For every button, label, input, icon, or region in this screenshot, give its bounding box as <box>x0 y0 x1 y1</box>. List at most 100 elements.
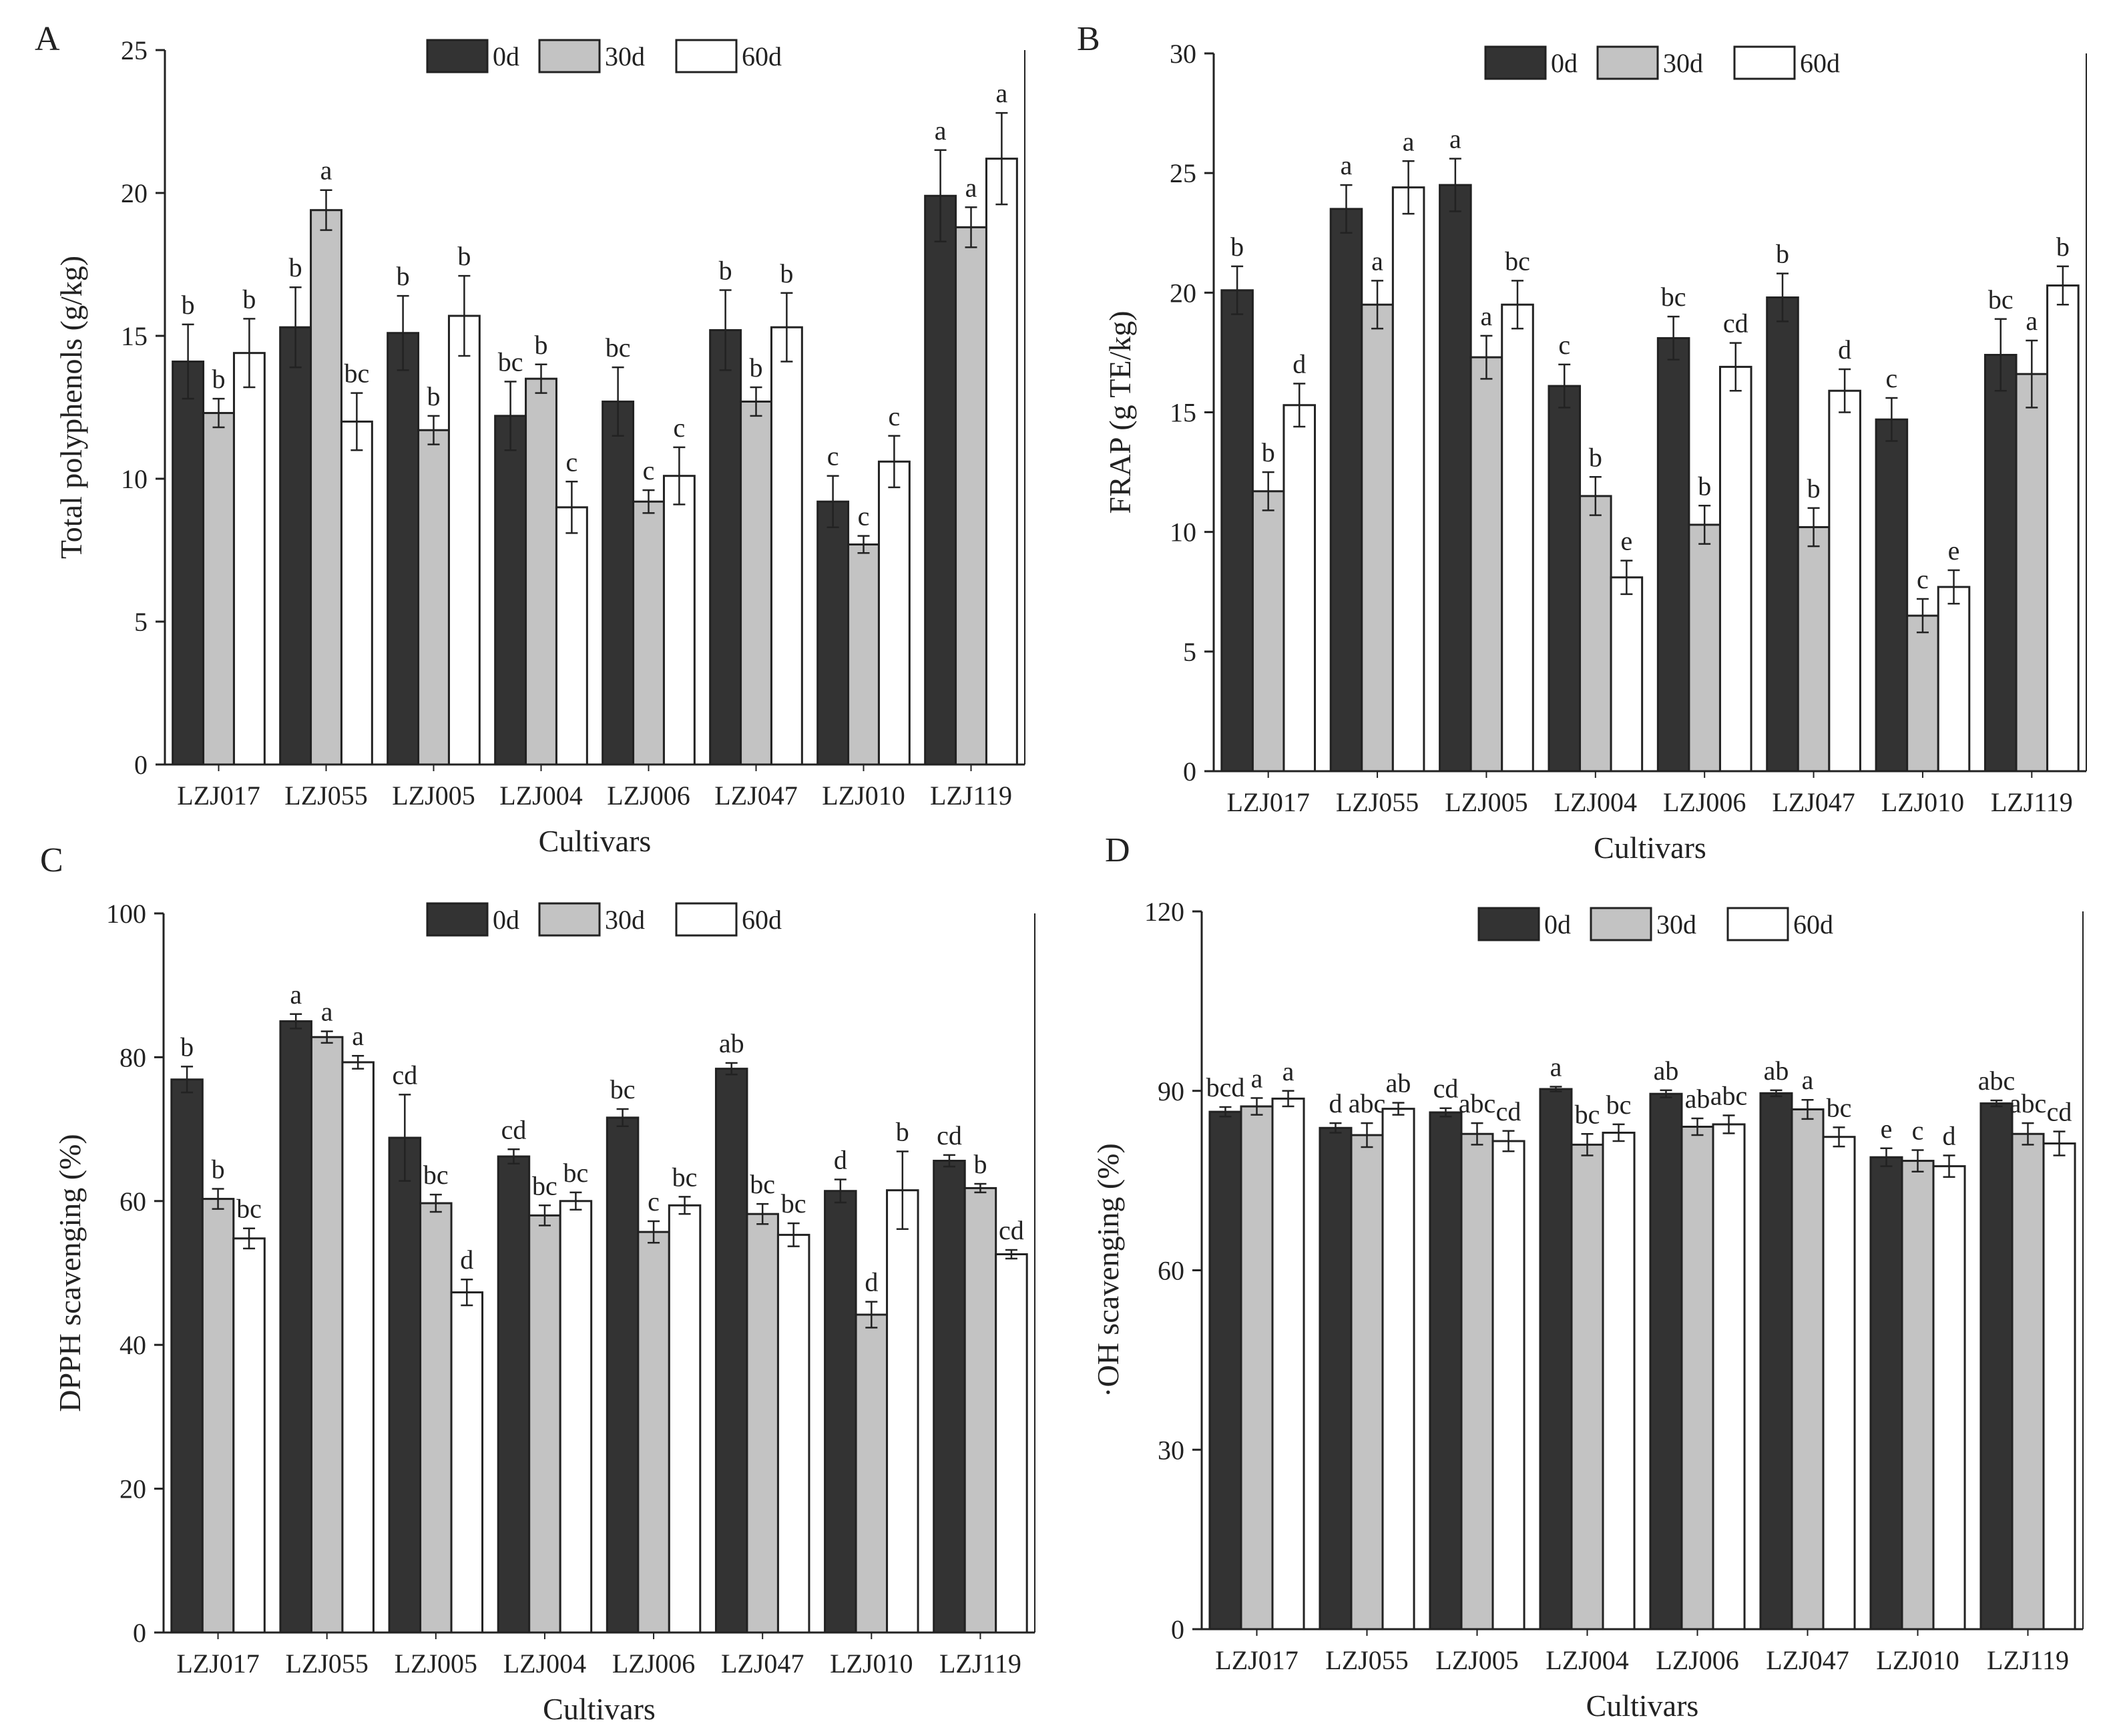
significance-letter: ab <box>719 1028 744 1058</box>
bar-30d-lzj119 <box>955 226 987 766</box>
bar-0d-lzj047 <box>1766 296 1799 773</box>
significance-letter: b <box>212 1154 225 1184</box>
panel-letter: D <box>1105 831 1130 869</box>
significance-letter: a <box>320 156 332 186</box>
significance-letter: b <box>750 353 763 383</box>
legend-swatch-0d <box>426 39 489 73</box>
legend-swatch-0d <box>1477 907 1540 941</box>
y-tick-label: 80 <box>120 1042 146 1072</box>
significance-letter: bc <box>498 347 523 377</box>
bar-60d-lzj005 <box>447 314 481 766</box>
bar-30d-lzj006 <box>632 500 665 766</box>
bar-0d-lzj010 <box>1875 418 1909 773</box>
bar-0d-lzj004 <box>497 1155 531 1634</box>
bar-30d-lzj047 <box>740 400 772 766</box>
bar-0d-lzj119 <box>924 194 957 766</box>
bar-30d-lzj004 <box>528 1214 561 1634</box>
significance-letter: a <box>321 997 333 1027</box>
bar-30d-lzj004 <box>525 377 557 766</box>
x-tick-label: LZJ005 <box>395 1649 477 1679</box>
significance-letter: c <box>1558 330 1570 360</box>
significance-letter: b <box>289 252 302 282</box>
bar-60d-lzj017 <box>1282 404 1317 773</box>
significance-letter: a <box>1550 1052 1562 1082</box>
bar-0d-lzj047 <box>1759 1092 1793 1631</box>
y-tick-label: 40 <box>120 1330 146 1360</box>
x-tick-label: LZJ119 <box>1987 1645 2069 1675</box>
bar-30d-lzj004 <box>1570 1143 1604 1631</box>
significance-letter: b <box>1698 471 1711 501</box>
legend-swatch-60d <box>1726 907 1789 941</box>
bar-0d-lzj010 <box>816 500 850 766</box>
bar-60d-lzj047 <box>776 1233 810 1634</box>
significance-letter: bc <box>781 1188 806 1219</box>
significance-letter: b <box>212 364 226 394</box>
significance-letter: c <box>827 441 839 471</box>
bar-30d-lzj055 <box>1361 303 1394 773</box>
x-tick-label: LZJ004 <box>1546 1645 1628 1675</box>
bar-30d-lzj005 <box>1469 356 1503 773</box>
bar-0d-lzj017 <box>172 361 205 766</box>
y-tick-label: 0 <box>1171 1614 1184 1645</box>
significance-letter: bc <box>1505 246 1530 276</box>
bar-0d-lzj004 <box>494 415 527 766</box>
bar-0d-lzj055 <box>279 1020 312 1634</box>
significance-letter: ab <box>1386 1068 1411 1098</box>
significance-letter: c <box>858 501 870 531</box>
bar-60d-lzj055 <box>1391 186 1425 773</box>
significance-letter: ab <box>1654 1056 1679 1086</box>
significance-letter: bc <box>236 1194 262 1224</box>
y-tick-label: 25 <box>1170 158 1196 188</box>
bar-60d-lzj119 <box>2042 1142 2076 1631</box>
y-tick-label: 60 <box>1158 1256 1184 1286</box>
significance-letter: c <box>1917 564 1929 594</box>
bar-0d-lzj010 <box>1869 1156 1903 1631</box>
bar-60d-lzj010 <box>886 1189 919 1634</box>
legend-label: 0d <box>493 905 519 935</box>
significance-letter: b <box>397 261 410 291</box>
significance-letter: a <box>1481 301 1493 331</box>
bar-60d-lzj004 <box>559 1200 593 1634</box>
legend-label: 0d <box>1551 48 1578 78</box>
significance-letter: b <box>427 381 441 411</box>
x-tick-label: LZJ119 <box>930 781 1012 811</box>
significance-letter: bc <box>1988 284 2014 314</box>
bar-60d-lzj055 <box>340 420 373 766</box>
significance-letter: b <box>719 256 732 286</box>
significance-letter: b <box>457 241 471 271</box>
bar-60d-lzj005 <box>1491 1140 1525 1631</box>
significance-letter: bcd <box>1206 1072 1245 1102</box>
x-tick-label: LZJ055 <box>1336 787 1419 817</box>
significance-letter: abc <box>1978 1066 2016 1096</box>
y-tick-label: 100 <box>106 899 146 929</box>
bar-30d-lzj010 <box>847 543 880 766</box>
bar-60d-lzj047 <box>1828 389 1861 773</box>
bar-0d-lzj119 <box>1983 354 2018 773</box>
significance-letter: cd <box>1723 308 1748 339</box>
significance-letter: a <box>1371 246 1383 276</box>
bar-60d-lzj010 <box>1937 586 1971 773</box>
bar-30d-lzj006 <box>1688 523 1721 773</box>
significance-letter: c <box>889 401 901 431</box>
x-tick-label: LZJ010 <box>822 781 905 811</box>
significance-letter: c <box>674 413 686 443</box>
y-tick-label: 0 <box>133 1618 146 1648</box>
bar-0d-lzj006 <box>1649 1092 1683 1631</box>
significance-letter: abc <box>1710 1080 1748 1110</box>
bar-0d-lzj005 <box>388 1136 422 1634</box>
bar-60d-lzj047 <box>1822 1136 1856 1631</box>
significance-letter: b <box>1262 437 1275 467</box>
x-tick-label: LZJ006 <box>1656 1645 1738 1675</box>
significance-letter: bc <box>563 1158 589 1188</box>
bar-0d-lzj004 <box>1548 385 1582 773</box>
bar-30d-lzj005 <box>1460 1132 1494 1631</box>
bar-0d-lzj017 <box>1208 1110 1242 1631</box>
y-tick-label: 30 <box>1158 1435 1184 1465</box>
bar-0d-lzj017 <box>1220 289 1254 773</box>
x-tick-label: LZJ006 <box>607 781 690 811</box>
x-tick-label: LZJ055 <box>1325 1645 1408 1675</box>
bar-0d-lzj005 <box>387 332 420 766</box>
significance-letter: abc <box>1459 1088 1496 1118</box>
y-tick-label: 120 <box>1144 897 1184 927</box>
